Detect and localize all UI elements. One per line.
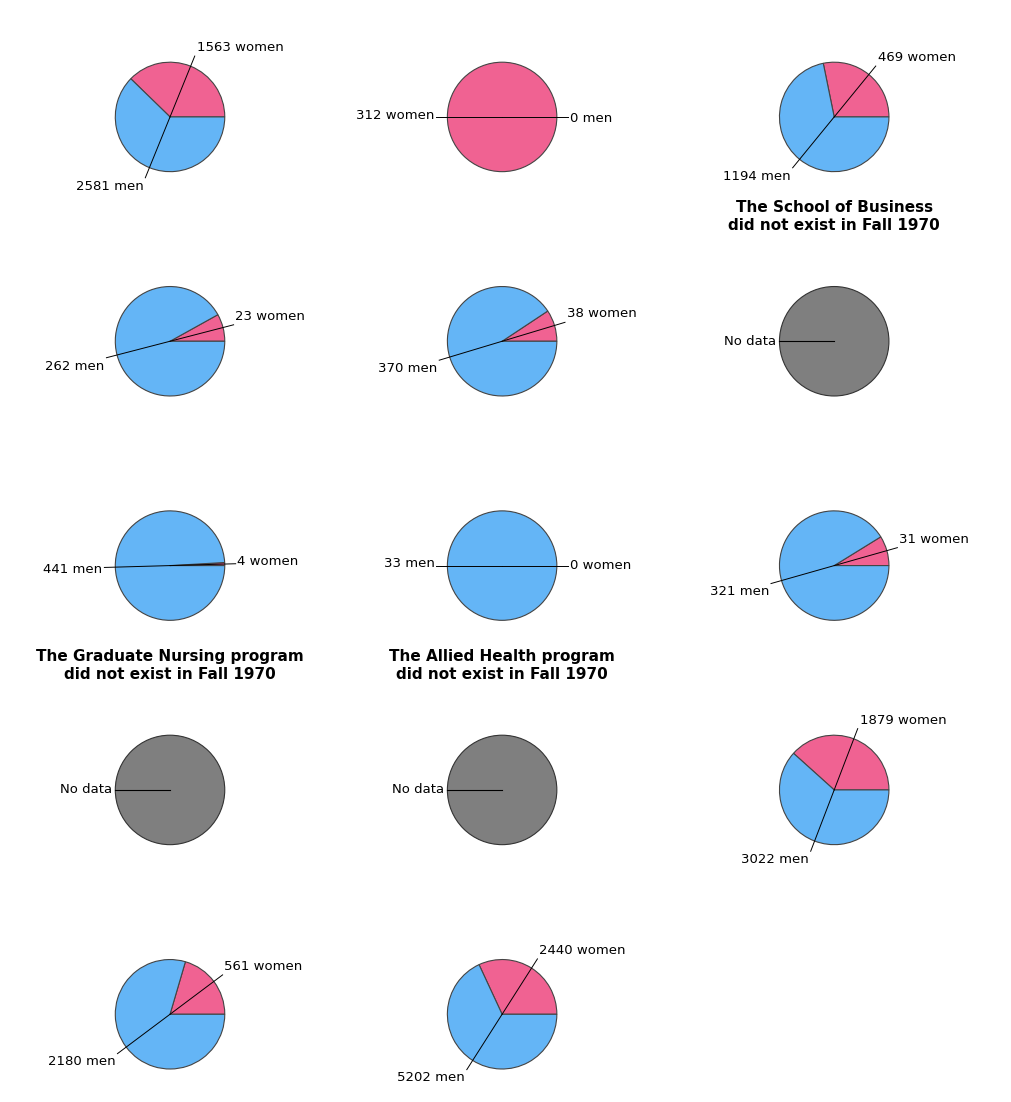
Title: The Allied Health program
did not exist in Fall 1970: The Allied Health program did not exist …	[389, 649, 615, 681]
Text: 33 men: 33 men	[384, 558, 435, 570]
Text: 1194 men: 1194 men	[723, 170, 791, 183]
Text: 370 men: 370 men	[378, 363, 438, 375]
Circle shape	[448, 511, 557, 620]
Text: 1879 women: 1879 women	[859, 714, 946, 727]
Wedge shape	[779, 511, 889, 620]
Text: 38 women: 38 women	[567, 307, 637, 321]
Wedge shape	[502, 311, 557, 342]
Title: The Graduate Nursing program
did not exist in Fall 1970: The Graduate Nursing program did not exi…	[36, 649, 304, 681]
Wedge shape	[779, 754, 889, 844]
Text: 469 women: 469 women	[878, 51, 955, 64]
Text: 0 men: 0 men	[569, 112, 612, 126]
Circle shape	[779, 287, 889, 396]
Text: 2180 men: 2180 men	[48, 1056, 115, 1069]
Text: 312 women: 312 women	[356, 109, 435, 121]
Wedge shape	[115, 287, 224, 396]
Title: The School of Business
did not exist in Fall 1970: The School of Business did not exist in …	[728, 201, 940, 233]
Text: 1563 women: 1563 women	[196, 41, 283, 54]
Circle shape	[448, 735, 557, 844]
Text: 441 men: 441 men	[43, 563, 102, 575]
Circle shape	[115, 735, 224, 844]
Wedge shape	[479, 960, 557, 1014]
Text: No data: No data	[391, 784, 444, 797]
Text: 262 men: 262 men	[45, 359, 104, 372]
Wedge shape	[779, 63, 889, 172]
Wedge shape	[448, 964, 557, 1069]
Circle shape	[448, 62, 557, 172]
Wedge shape	[823, 62, 889, 117]
Wedge shape	[115, 511, 224, 620]
Text: 3022 men: 3022 men	[741, 853, 809, 866]
Wedge shape	[170, 562, 224, 565]
Text: 31 women: 31 women	[899, 533, 970, 545]
Text: 0 women: 0 women	[569, 559, 631, 572]
Wedge shape	[448, 287, 557, 396]
Text: 2581 men: 2581 men	[76, 180, 144, 193]
Text: 2440 women: 2440 women	[539, 944, 626, 957]
Wedge shape	[115, 960, 224, 1069]
Text: 5202 men: 5202 men	[397, 1071, 465, 1084]
Text: 321 men: 321 men	[710, 585, 769, 598]
Wedge shape	[794, 735, 889, 790]
Text: No data: No data	[724, 335, 775, 348]
Wedge shape	[170, 315, 224, 342]
Wedge shape	[834, 537, 889, 565]
Wedge shape	[115, 78, 224, 172]
Text: No data: No data	[60, 784, 111, 797]
Wedge shape	[170, 962, 224, 1014]
Text: 23 women: 23 women	[236, 310, 305, 323]
Text: 561 women: 561 women	[224, 960, 302, 973]
Wedge shape	[130, 62, 224, 117]
Text: 4 women: 4 women	[238, 555, 298, 569]
